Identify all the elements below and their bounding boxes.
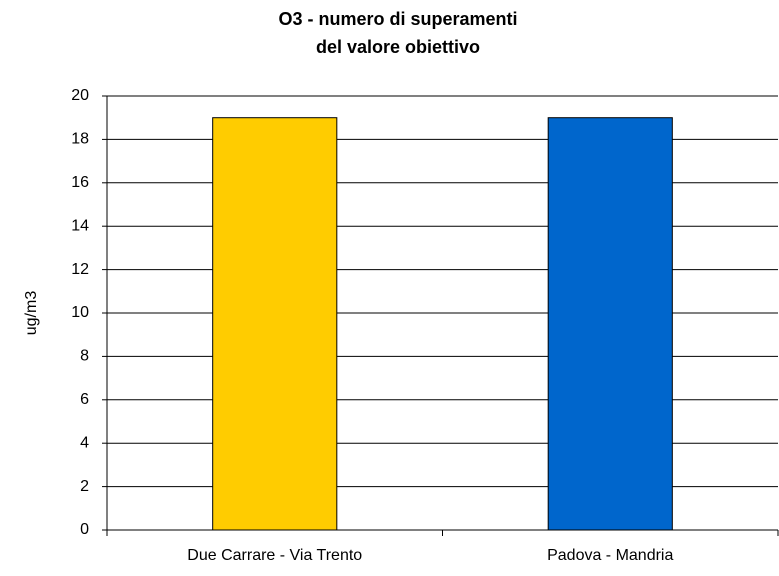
y-tick-label: 4 bbox=[80, 434, 89, 451]
y-tick-label: 8 bbox=[80, 348, 89, 365]
y-tick-label: 16 bbox=[71, 174, 89, 191]
bar bbox=[212, 117, 338, 531]
bar bbox=[547, 117, 673, 531]
x-tick-label: Due Carrare - Via Trento bbox=[187, 547, 362, 564]
y-tick-label: 0 bbox=[80, 521, 89, 538]
y-tick-label: 20 bbox=[71, 87, 89, 104]
y-tick-label: 18 bbox=[71, 131, 89, 148]
y-tick-label: 2 bbox=[80, 478, 89, 495]
chart-title: del valore obiettivo bbox=[316, 37, 480, 57]
y-axis-label: ug/m3 bbox=[23, 291, 40, 336]
y-tick-label: 12 bbox=[71, 261, 89, 278]
x-tick-label: Padova - Mandria bbox=[547, 547, 673, 564]
y-tick-label: 14 bbox=[71, 217, 89, 234]
y-tick-label: 10 bbox=[71, 304, 89, 321]
y-tick-label: 6 bbox=[80, 391, 89, 408]
chart-title: O3 - numero di superamenti bbox=[278, 9, 517, 29]
